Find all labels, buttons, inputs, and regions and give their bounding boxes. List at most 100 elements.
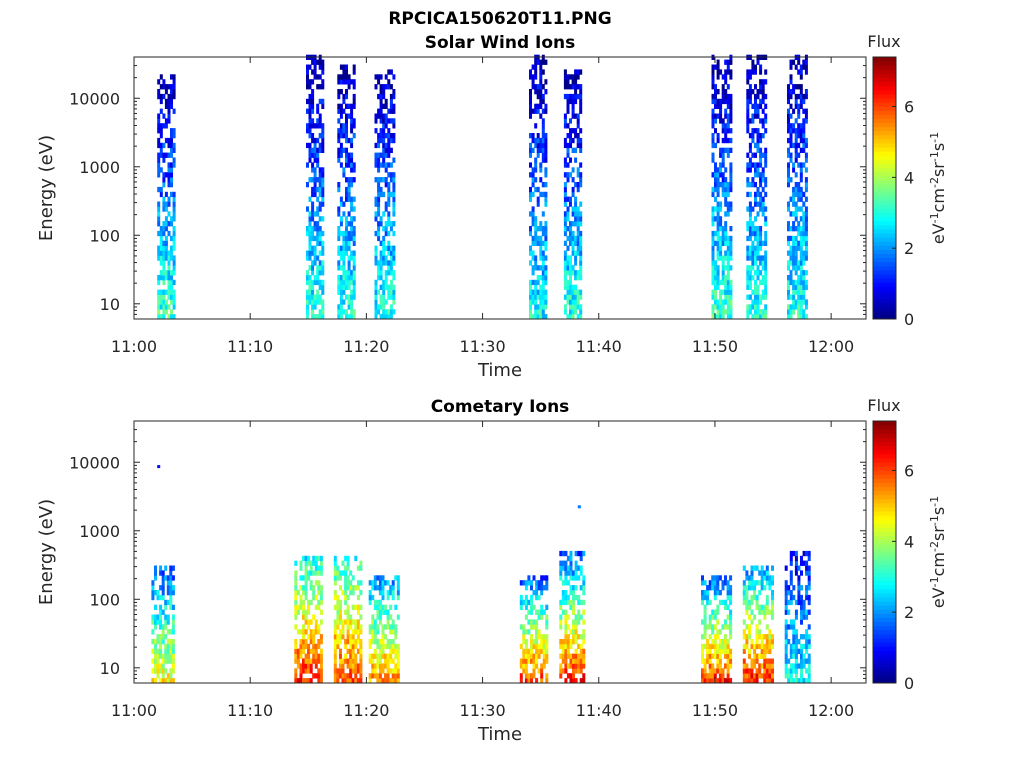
spectrogram-cell <box>318 314 322 320</box>
spectrogram-cell <box>164 304 168 310</box>
spectrogram-cell <box>755 678 759 684</box>
spectrogram-cell <box>387 250 391 256</box>
y-tick-label: 100 <box>89 590 120 609</box>
spectrogram-cell <box>302 555 305 562</box>
spectrogram-cell <box>308 279 312 286</box>
spectrogram-cell <box>540 614 544 620</box>
spectrogram-cell <box>308 118 312 124</box>
spectrogram-cell <box>350 314 354 320</box>
spectrogram-cell <box>797 59 801 65</box>
spectrogram-cell <box>755 634 759 640</box>
spectrogram-cell <box>294 673 298 679</box>
spectrogram-cell <box>799 226 803 232</box>
spectrogram-cell <box>391 594 395 601</box>
spectrogram-cell <box>524 663 528 669</box>
spectrogram-cell <box>351 585 355 591</box>
spectrogram-cell <box>311 186 315 193</box>
spectrogram-cell <box>345 191 348 198</box>
spectrogram-cell <box>307 604 311 610</box>
spectrogram-cell <box>376 678 380 684</box>
spectrogram-cell <box>787 98 790 105</box>
isolated-point <box>577 505 581 509</box>
spectrogram-cell <box>721 177 725 183</box>
spectrogram-cell <box>746 89 750 95</box>
spectrogram-cell <box>294 560 298 566</box>
spectrogram-cell <box>164 172 168 178</box>
spectrogram-cell <box>582 663 586 669</box>
spectrogram-cell <box>569 74 572 80</box>
spectrogram-cell <box>391 619 395 625</box>
spectrogram-cell <box>539 284 543 290</box>
spectrogram-cell <box>539 147 543 153</box>
spectrogram-cell <box>716 137 720 144</box>
spectrogram-cell <box>754 84 757 90</box>
spectrogram-cell <box>544 182 548 188</box>
colorbar-segment <box>873 515 896 520</box>
spectrogram-cell <box>746 226 750 232</box>
spectrogram-cell <box>164 226 168 232</box>
spectrogram-cell <box>534 314 538 320</box>
spectrogram-cell <box>792 221 796 227</box>
spectrogram-cell <box>789 226 793 232</box>
spectrogram-cell <box>167 167 171 173</box>
spectrogram-cell <box>345 133 348 139</box>
colorbar-segment <box>873 421 896 426</box>
spectrogram-cell <box>760 609 764 615</box>
spectrogram-cell <box>374 128 378 134</box>
spectrogram-cell <box>724 226 728 232</box>
spectrogram-cell <box>719 235 723 242</box>
spectrogram-cell <box>531 314 535 320</box>
spectrogram-cell <box>703 590 707 596</box>
spectrogram-cell <box>384 653 387 659</box>
spectrogram-cell <box>154 639 157 645</box>
spectrogram-cell <box>716 201 720 207</box>
spectrogram-cell <box>569 555 573 562</box>
spectrogram-cell <box>804 113 808 119</box>
spectrogram-cell <box>389 294 393 300</box>
spectrogram-cell <box>569 230 572 237</box>
spectrogram-cell <box>719 289 723 295</box>
spectrogram-cell <box>726 152 730 158</box>
spectrogram-cell <box>756 133 760 139</box>
spectrogram-cell <box>763 585 767 591</box>
spectrogram-cell <box>392 196 396 202</box>
spectrogram-cell <box>755 624 759 630</box>
spectrogram-cell <box>387 289 391 295</box>
colorbar-segment <box>873 134 896 140</box>
spectrogram-cell <box>377 309 381 315</box>
spectrogram-cell <box>574 289 578 295</box>
spectrogram-cell <box>746 235 750 242</box>
spectrogram-cell <box>345 216 348 222</box>
spectrogram-cell <box>167 260 171 266</box>
spectrogram-cell <box>579 221 583 227</box>
spectrogram-cell <box>527 619 531 625</box>
spectrogram-cell <box>536 304 540 310</box>
spectrogram-cell <box>713 653 717 659</box>
spectrogram-cell <box>356 609 360 615</box>
spectrogram-cell <box>535 634 539 640</box>
spectrogram-cell <box>304 653 308 659</box>
spectrogram-cell <box>312 658 316 664</box>
spectrogram-cell <box>724 634 727 640</box>
spectrogram-cell <box>544 147 548 153</box>
spectrogram-cell <box>172 304 176 310</box>
spectrogram-cell <box>387 314 391 320</box>
spectrogram-cell <box>354 643 358 650</box>
spectrogram-cell <box>396 658 400 664</box>
spectrogram-cell <box>802 201 806 207</box>
spectrogram-cell <box>800 658 803 664</box>
spectrogram-cell <box>574 639 578 645</box>
spectrogram-cell <box>753 590 757 596</box>
spectrogram-cell <box>807 658 811 664</box>
spectrogram-cell <box>167 284 171 290</box>
spectrogram-cell <box>802 284 806 290</box>
spectrogram-cell <box>564 550 568 557</box>
spectrogram-cell <box>797 279 801 286</box>
spectrogram-cell <box>157 186 161 193</box>
spectrogram-cell <box>761 93 765 100</box>
spectrogram-cell <box>313 142 317 149</box>
spectrogram-cell <box>569 84 572 90</box>
spectrogram-cell <box>760 575 764 581</box>
spectrogram-cell <box>166 673 170 679</box>
spectrogram-cell <box>714 275 717 281</box>
